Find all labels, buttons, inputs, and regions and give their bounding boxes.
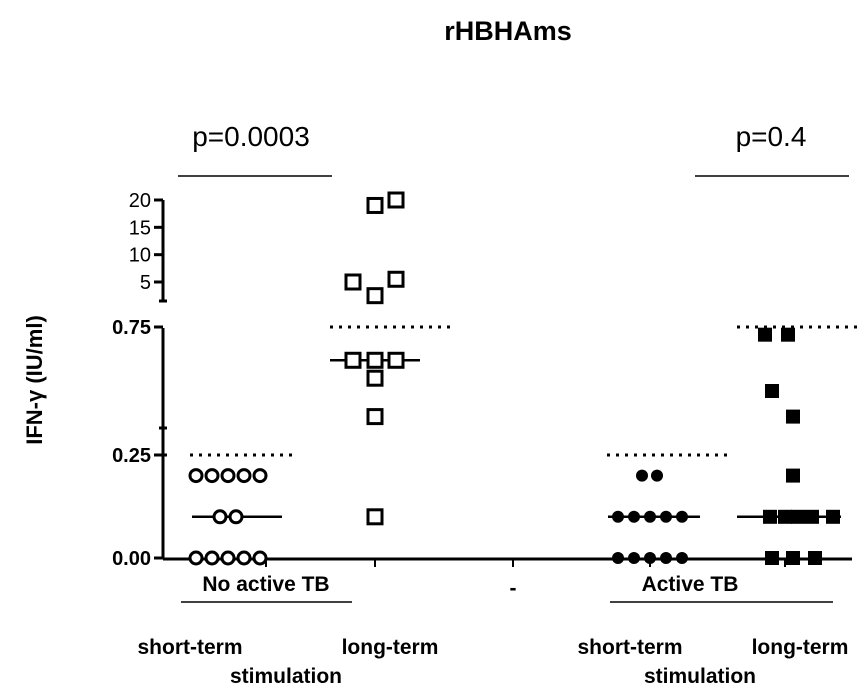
data-point bbox=[188, 468, 204, 484]
data-point bbox=[188, 550, 204, 566]
data-point bbox=[228, 509, 244, 525]
data-point bbox=[765, 551, 779, 565]
annotations: p=0.0003 p=0.4 bbox=[178, 121, 862, 519]
data-point bbox=[204, 468, 220, 484]
data-point bbox=[252, 550, 268, 566]
data-point bbox=[387, 270, 405, 288]
data-point bbox=[786, 551, 800, 565]
data-point bbox=[366, 508, 384, 526]
data-point bbox=[220, 468, 236, 484]
data-point bbox=[366, 369, 384, 387]
data-point bbox=[651, 469, 663, 482]
data-point bbox=[366, 196, 384, 214]
data-point bbox=[212, 509, 228, 525]
data-point bbox=[644, 552, 656, 564]
stimulation-label: stimulation bbox=[644, 665, 756, 688]
data-point bbox=[791, 509, 805, 524]
data-points bbox=[188, 191, 840, 566]
data-point bbox=[366, 351, 384, 369]
center-tick-label: - bbox=[510, 577, 517, 600]
data-point bbox=[344, 273, 362, 291]
data-point bbox=[612, 552, 624, 564]
data-point bbox=[808, 551, 822, 565]
y-tick-label: 0.25 bbox=[112, 445, 151, 467]
y-tick-label: 0.00 bbox=[112, 548, 151, 570]
data-point bbox=[366, 287, 384, 305]
x-label: long-term bbox=[752, 636, 849, 659]
y-tick-label: 0.75 bbox=[112, 317, 151, 339]
data-point bbox=[366, 408, 384, 426]
data-point bbox=[805, 509, 819, 524]
data-point bbox=[786, 409, 800, 424]
data-point bbox=[204, 550, 220, 566]
data-point bbox=[786, 468, 800, 483]
data-point bbox=[660, 510, 672, 523]
data-point bbox=[676, 510, 688, 523]
data-point bbox=[765, 384, 779, 398]
data-point bbox=[612, 510, 624, 523]
data-point bbox=[387, 351, 405, 369]
x-label: short-term bbox=[137, 636, 242, 659]
x-axis-labels: No active TB - Active TB short-term long-ter… bbox=[137, 573, 848, 688]
y-tick-label: 5 bbox=[140, 272, 151, 294]
data-point bbox=[778, 509, 792, 524]
data-point bbox=[763, 509, 777, 524]
data-point bbox=[676, 552, 688, 564]
data-point bbox=[826, 509, 840, 524]
data-point bbox=[220, 550, 236, 566]
data-point bbox=[252, 468, 268, 484]
x-label: short-term bbox=[577, 636, 682, 659]
y-tick-label: 15 bbox=[129, 217, 151, 239]
p-value-label: p=0.4 bbox=[736, 121, 807, 152]
y-tick-labels: 0.00 0.25 0.75 5 10 15 20 bbox=[112, 190, 151, 570]
group-label: No active TB bbox=[202, 573, 329, 596]
data-point bbox=[781, 327, 795, 342]
p-value-label: p=0.0003 bbox=[192, 121, 310, 152]
data-point bbox=[236, 468, 252, 484]
y-axis bbox=[154, 198, 852, 567]
data-point bbox=[644, 510, 656, 523]
data-point bbox=[660, 552, 672, 564]
chart-title: rHBHAms bbox=[444, 16, 572, 46]
y-tick-label: 20 bbox=[129, 190, 151, 212]
x-label: long-term bbox=[342, 636, 439, 659]
group-label: Active TB bbox=[642, 573, 739, 596]
data-point bbox=[636, 469, 648, 482]
data-point bbox=[387, 191, 405, 209]
y-tick-label: 10 bbox=[129, 245, 151, 267]
data-point bbox=[344, 351, 362, 369]
data-point bbox=[628, 552, 640, 564]
data-point bbox=[628, 510, 640, 523]
data-point bbox=[758, 327, 772, 342]
data-point bbox=[236, 550, 252, 566]
stimulation-label: stimulation bbox=[230, 665, 342, 688]
y-axis-label: IFN-γ (IU/ml) bbox=[22, 315, 47, 445]
